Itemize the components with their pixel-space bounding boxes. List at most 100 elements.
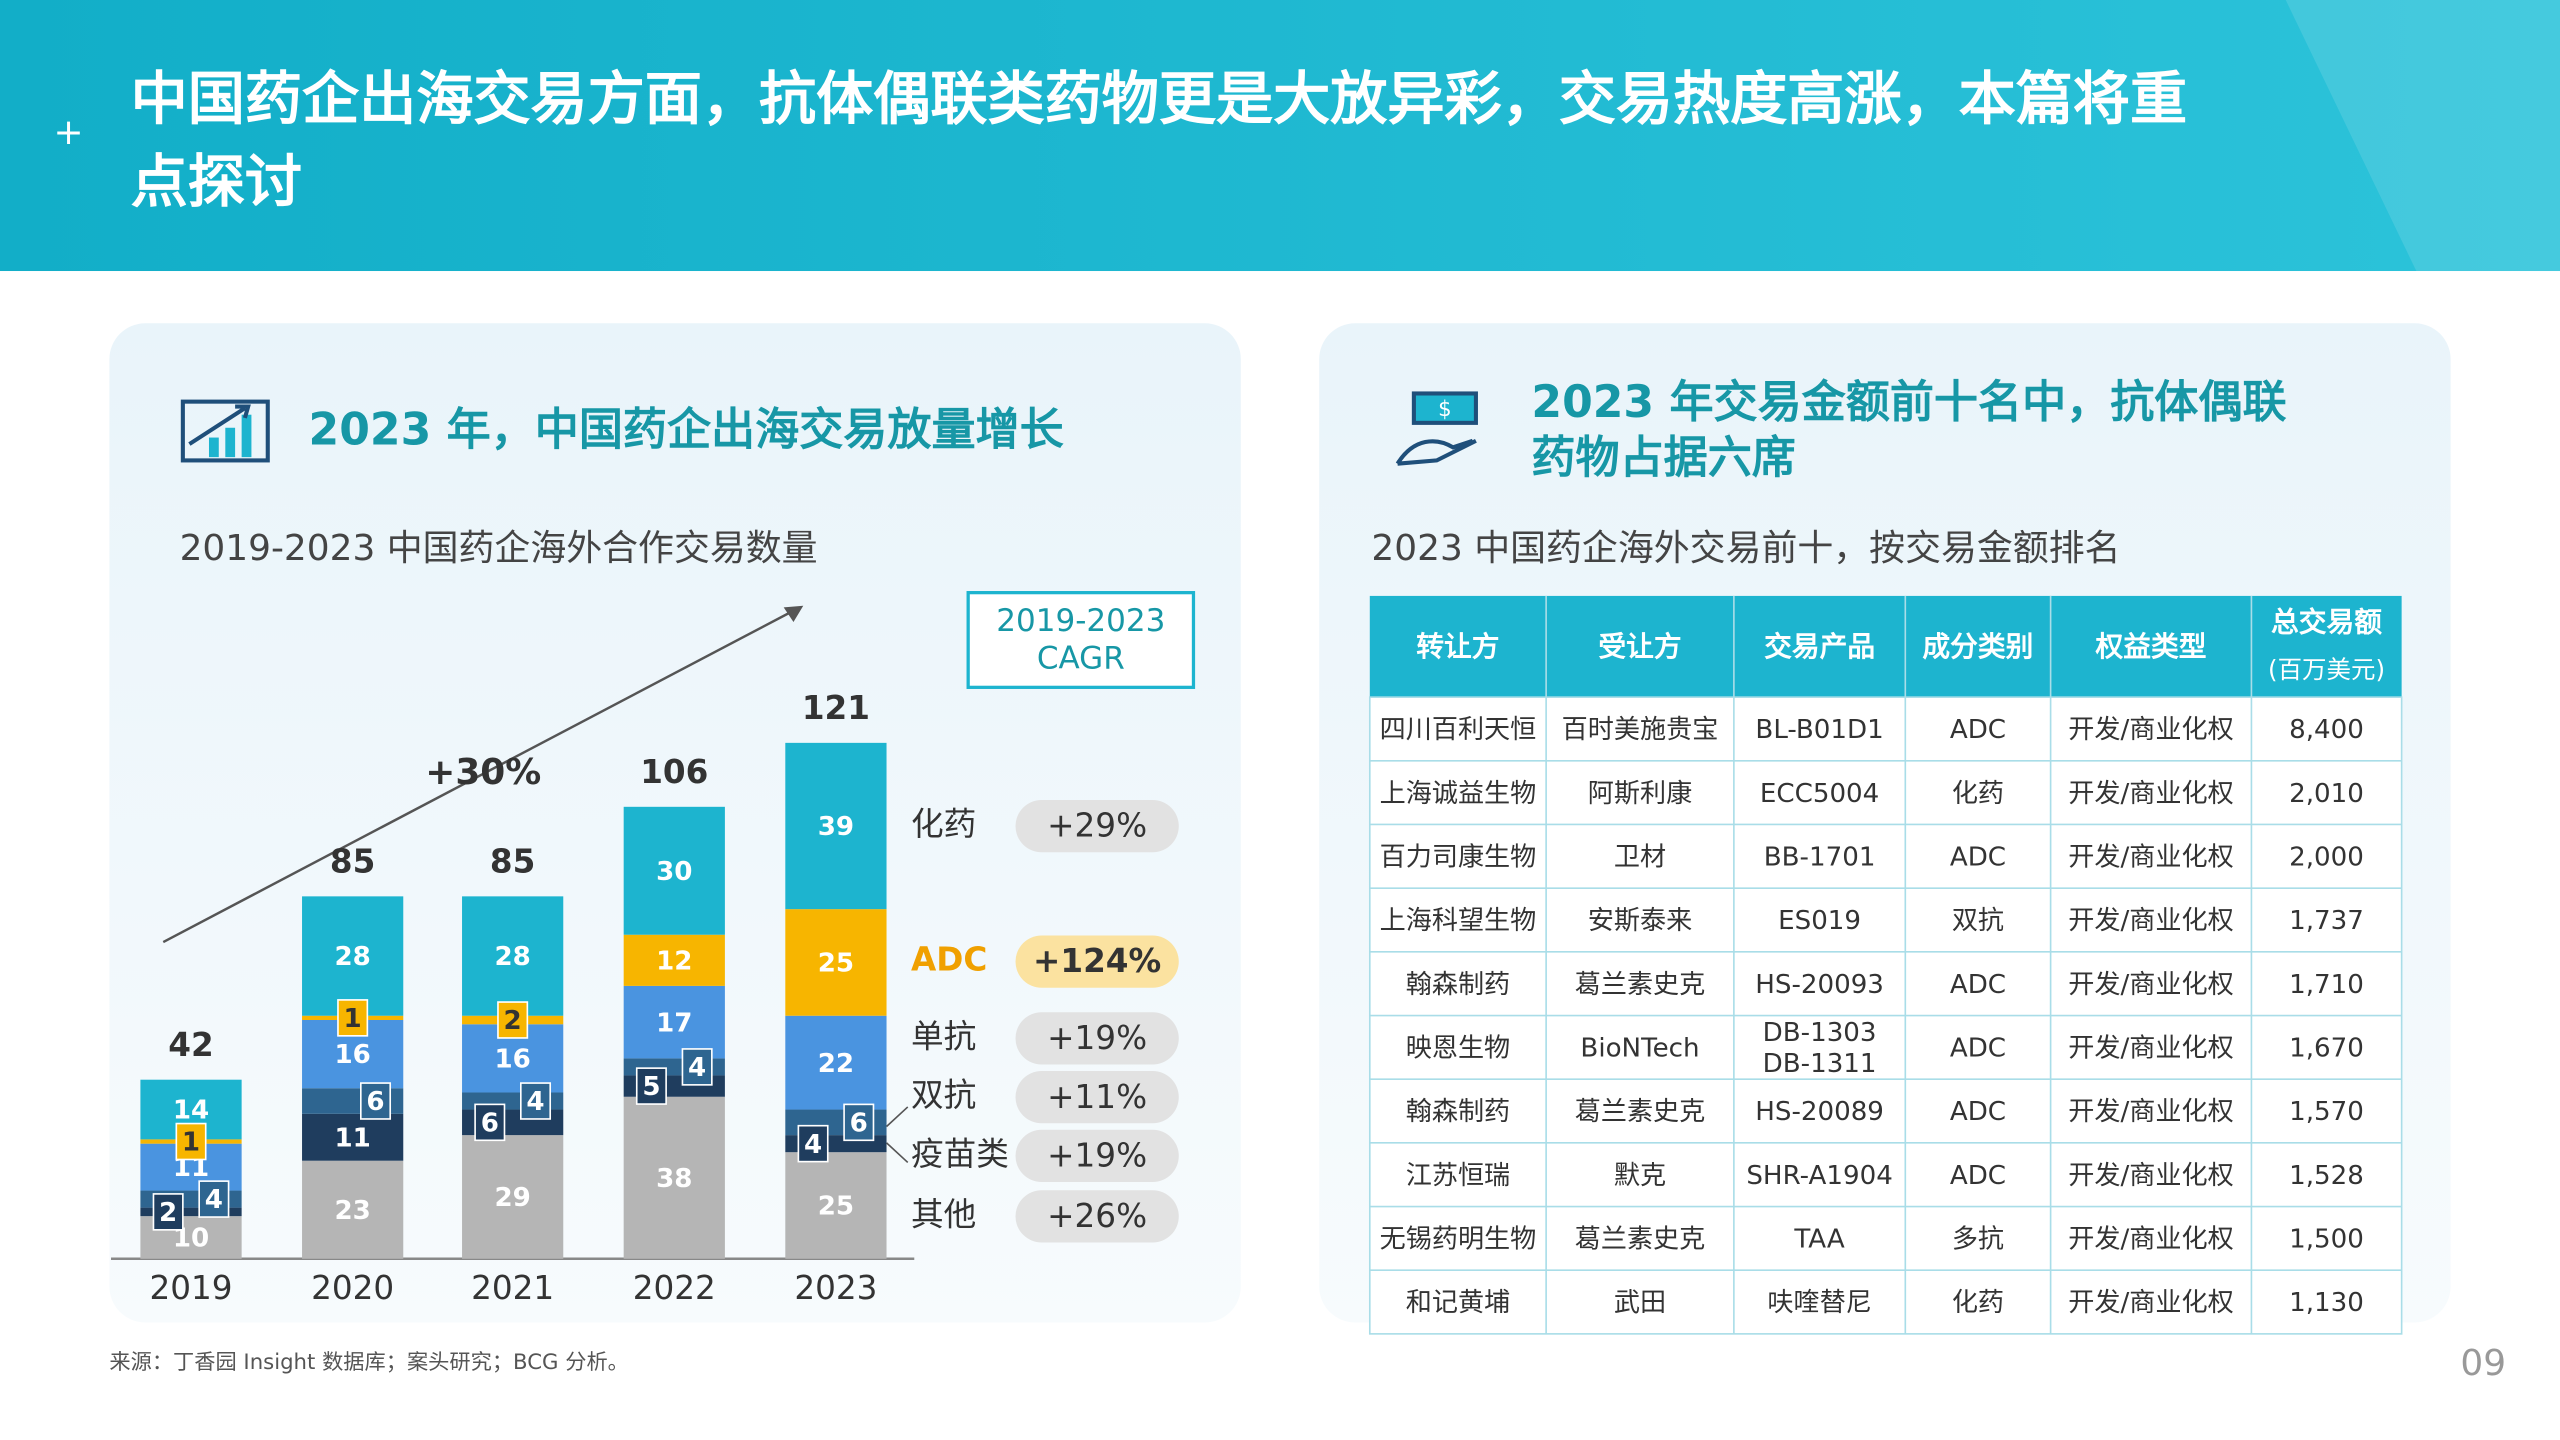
segment-label: 6 [366,1087,384,1117]
table-cell: 百力司康生物 [1380,842,1537,872]
segment-label: 1 [182,1128,200,1158]
table-cell: 1,570 [2289,1097,2364,1127]
segment-label-box [797,1124,829,1163]
segment-label: 16 [494,1045,530,1075]
segment-label-box [198,1180,230,1218]
table-header-cell: 权益类型 [2095,630,2207,663]
table-cell: 开发/商业化权 [2068,779,2233,809]
segment-label: 4 [804,1130,822,1160]
table-cell: 1,500 [2289,1224,2364,1254]
cagr-pill [1015,1012,1179,1065]
cagr-label: +124% [1033,942,1161,980]
segment-label: 5 [642,1072,660,1102]
cagr-label: +19% [1047,1019,1147,1057]
table-cell: 江苏恒瑞 [1406,1161,1510,1191]
bar-total: 42 [168,1026,213,1064]
segment-label-box [152,1193,184,1231]
segment-label-box [175,1122,207,1161]
table-cell: 安斯泰来 [1588,906,1692,936]
right-heading: 2023 年交易金额前十名中，抗体偶联 [1531,377,2286,428]
table-cell: 8,400 [2289,715,2364,745]
table-cell: 开发/商业化权 [2068,715,2233,745]
cagr-pill [1015,1129,1179,1183]
growth-arrowhead [783,605,804,623]
legend-connector [885,1106,909,1128]
segment-label-box [635,1067,667,1105]
table-cell: 1,528 [2289,1161,2364,1191]
bar-segment [140,1207,242,1217]
table-cell: 武田 [1614,1288,1666,1318]
growth-arrow [162,607,798,944]
table-header-cell: 交易产品 [1764,630,1875,663]
table-cell: 开发/商业化权 [2068,1288,2233,1318]
bar-total: 85 [490,843,535,881]
table-cell: 1,130 [2289,1288,2364,1318]
x-tick-label: 2020 [311,1269,394,1307]
bar-segment [623,806,725,935]
legend-label: 其他 [911,1195,976,1233]
legend-label: ADC [911,941,987,979]
segment-label-box [474,1103,506,1142]
table-cell: BioNTech [1580,1033,1699,1063]
x-tick-label: 2022 [633,1269,716,1307]
table-cell: 1,670 [2289,1033,2364,1063]
table-cell: 1,737 [2289,906,2364,936]
table-cell: 葛兰素史克 [1575,1097,1706,1127]
table-cell: ADC [1950,842,2006,872]
segment-label: 28 [494,942,530,972]
cagr-label: +19% [1047,1137,1147,1175]
cagr-label: +11% [1047,1078,1147,1116]
bar-segment [302,896,404,1016]
table-cell: 映恩生物 [1406,1033,1510,1063]
table-cell: ES019 [1778,906,1861,936]
table-cell: ADC [1950,715,2006,745]
table-cell: 上海科望生物 [1380,906,1537,936]
segment-label: 4 [526,1087,544,1117]
table-cell: 开发/商业化权 [2068,1161,2233,1191]
segment-label: 30 [656,857,692,887]
segment-label-box [497,1001,529,1039]
header-deco [2285,0,2560,272]
segment-label: 1 [344,1004,362,1034]
table-cell: 翰森制药 [1406,970,1510,1000]
header-band [0,0,2560,272]
x-tick-label: 2019 [149,1269,232,1307]
table-cell: 开发/商业化权 [2068,1224,2233,1254]
table-header-cell: 成分类别 [1922,630,2033,663]
cagr-box [966,591,1196,689]
cagr-pill [1015,800,1179,853]
segment-label: 25 [818,949,854,979]
table-cell: BB-1701 [1764,842,1876,872]
table-header-cell: 总交易额 [2271,606,2382,639]
cagr-pill [1015,1071,1179,1124]
segment-label: 22 [818,1049,854,1079]
right-subtitle: 2023 中国药企海外交易前十，按交易金额排名 [1371,528,2120,569]
table-cell: 2,000 [2289,842,2364,872]
svg-text:$: $ [1438,397,1452,422]
x-tick-label: 2021 [471,1269,554,1307]
cagr-box-label: 2019-2023 [996,603,1165,639]
table-header-cell: (百万美元) [2268,655,2385,684]
table-cell: 开发/商业化权 [2068,1097,2233,1127]
segment-label: 29 [494,1183,530,1213]
left-heading: 2023 年，中国药企出海交易放量增长 [309,405,1064,456]
segment-label-box [337,999,369,1037]
table-cell: ADC [1950,970,2006,1000]
legend-label: 单抗 [911,1017,976,1055]
bar-total: 106 [640,753,708,791]
growth-label: +30% [425,752,541,793]
legend-label: 化药 [911,805,976,843]
segment-label: 11 [334,1123,370,1153]
table-cell: 和记黄埔 [1406,1288,1510,1318]
table-cell: TAA [1793,1224,1845,1254]
table-cell: 开发/商业化权 [2068,970,2233,1000]
table-cell: ECC5004 [1760,779,1879,809]
bar-total: 121 [802,689,870,727]
segment-label: 2 [504,1006,522,1036]
left-subtitle: 2019-2023 中国药企海外合作交易数量 [180,528,818,569]
segment-label: 6 [850,1108,868,1138]
footer-source: 来源：丁香园 Insight 数据库；案头研究；BCG 分析。 [109,1350,629,1375]
segment-label: 4 [205,1185,223,1215]
segment-label-box [360,1082,392,1120]
